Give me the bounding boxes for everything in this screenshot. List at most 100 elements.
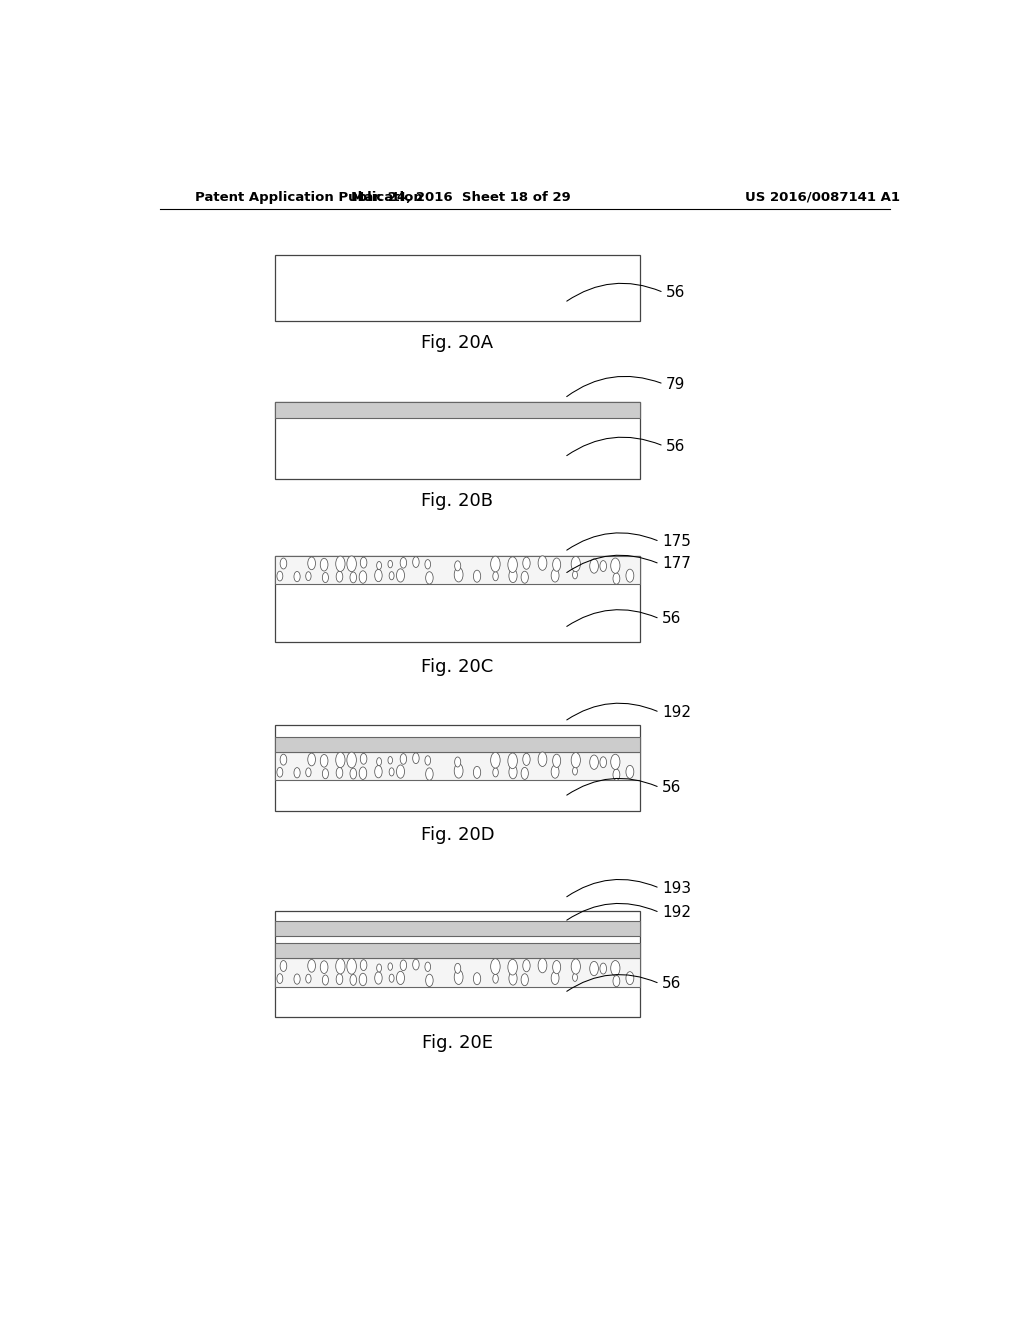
Bar [274,255,640,321]
Ellipse shape [359,767,367,779]
Ellipse shape [538,752,547,767]
FancyArrowPatch shape [566,284,662,301]
Ellipse shape [306,572,311,581]
Ellipse shape [347,752,356,768]
Ellipse shape [276,767,283,777]
Text: 56: 56 [666,438,685,454]
Ellipse shape [572,767,578,775]
Ellipse shape [388,756,392,764]
Ellipse shape [473,570,480,582]
Ellipse shape [538,556,547,570]
Text: 192: 192 [663,705,691,719]
Bar [274,911,640,1018]
Ellipse shape [523,557,530,569]
Ellipse shape [388,561,392,568]
Text: 175: 175 [663,535,691,549]
Ellipse shape [571,958,581,974]
Ellipse shape [389,572,394,579]
Ellipse shape [610,961,620,975]
FancyArrowPatch shape [566,974,657,991]
Ellipse shape [276,572,283,581]
Ellipse shape [493,768,499,777]
Ellipse shape [375,569,382,582]
Ellipse shape [572,570,578,579]
Ellipse shape [590,961,598,975]
Ellipse shape [455,970,463,985]
Ellipse shape [490,556,500,572]
Ellipse shape [281,754,287,766]
FancyArrowPatch shape [566,533,657,550]
Ellipse shape [413,960,419,970]
Ellipse shape [626,766,634,779]
FancyArrowPatch shape [566,376,662,396]
FancyArrowPatch shape [566,610,657,627]
Ellipse shape [347,958,356,974]
Bar [274,725,640,810]
Ellipse shape [347,556,356,572]
Ellipse shape [294,768,300,777]
Ellipse shape [389,974,394,982]
Ellipse shape [571,557,581,572]
Ellipse shape [600,561,606,572]
Ellipse shape [521,974,528,986]
Text: US 2016/0087141 A1: US 2016/0087141 A1 [744,190,900,203]
Ellipse shape [375,766,382,777]
Ellipse shape [571,752,581,768]
FancyArrowPatch shape [566,704,657,719]
Ellipse shape [359,570,367,583]
Ellipse shape [426,768,433,780]
Ellipse shape [336,767,343,779]
Text: 193: 193 [663,880,691,896]
Ellipse shape [490,958,500,974]
Ellipse shape [377,561,382,569]
Ellipse shape [509,766,517,779]
Ellipse shape [473,973,480,985]
Ellipse shape [294,572,300,582]
Ellipse shape [321,558,328,572]
Ellipse shape [572,973,578,981]
Ellipse shape [600,964,606,974]
Text: 79: 79 [666,376,685,392]
Ellipse shape [360,960,367,970]
FancyArrowPatch shape [566,556,657,573]
Ellipse shape [323,975,329,985]
Ellipse shape [321,961,328,973]
Ellipse shape [455,756,461,767]
Ellipse shape [473,767,480,779]
Bar [274,752,640,780]
Text: 192: 192 [663,906,691,920]
Ellipse shape [400,960,407,970]
Ellipse shape [321,755,328,767]
Ellipse shape [509,972,517,985]
Text: Fig. 20C: Fig. 20C [421,657,494,676]
Ellipse shape [426,572,433,583]
Bar [274,737,640,752]
Ellipse shape [400,754,407,764]
Ellipse shape [294,974,300,985]
Ellipse shape [553,961,561,974]
Ellipse shape [388,962,392,970]
Bar [274,958,640,987]
Ellipse shape [281,961,287,972]
Ellipse shape [523,754,530,766]
Ellipse shape [413,557,419,568]
Ellipse shape [350,768,356,779]
Ellipse shape [306,768,311,776]
Ellipse shape [360,754,367,764]
Ellipse shape [553,558,561,572]
Ellipse shape [626,972,634,985]
Ellipse shape [360,557,367,568]
Ellipse shape [538,958,547,973]
Ellipse shape [551,972,559,985]
Ellipse shape [350,572,356,583]
Text: Patent Application Publication: Patent Application Publication [196,190,423,203]
Text: 56: 56 [663,977,681,991]
Ellipse shape [613,573,620,585]
Ellipse shape [425,756,430,766]
Text: 56: 56 [666,285,685,300]
Ellipse shape [521,572,528,583]
Ellipse shape [493,572,499,581]
Ellipse shape [508,557,517,573]
Ellipse shape [610,754,620,770]
Ellipse shape [350,974,356,985]
